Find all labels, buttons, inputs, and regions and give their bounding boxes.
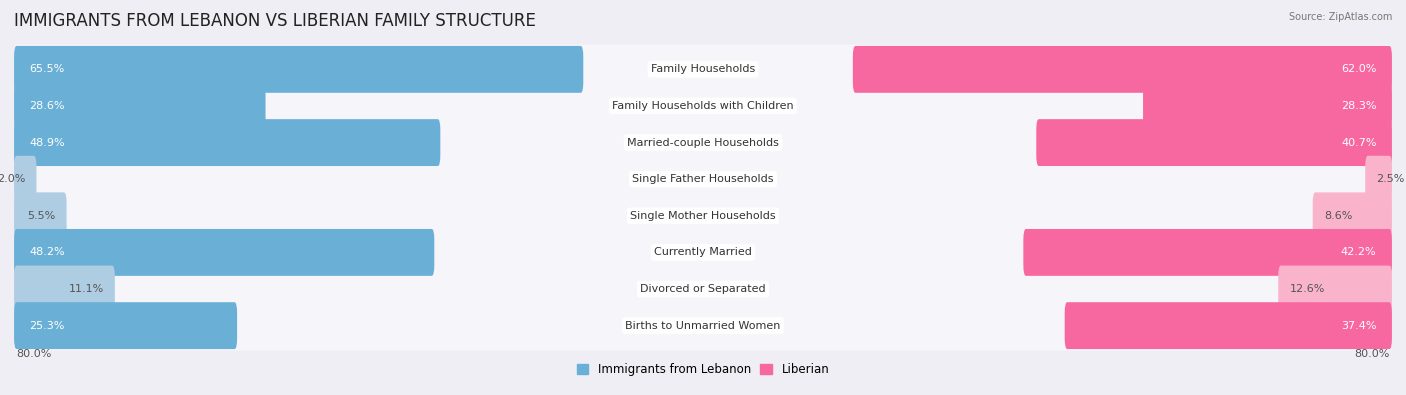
Text: 28.6%: 28.6% (30, 101, 65, 111)
Text: Married-couple Households: Married-couple Households (627, 137, 779, 148)
FancyBboxPatch shape (14, 229, 434, 276)
FancyBboxPatch shape (1036, 119, 1392, 166)
FancyBboxPatch shape (1278, 265, 1392, 312)
Text: 65.5%: 65.5% (30, 64, 65, 74)
FancyBboxPatch shape (14, 192, 66, 239)
Text: 25.3%: 25.3% (30, 321, 65, 331)
Text: Single Mother Households: Single Mother Households (630, 211, 776, 221)
Text: Births to Unmarried Women: Births to Unmarried Women (626, 321, 780, 331)
FancyBboxPatch shape (14, 302, 238, 349)
FancyBboxPatch shape (1024, 229, 1392, 276)
Text: IMMIGRANTS FROM LEBANON VS LIBERIAN FAMILY STRUCTURE: IMMIGRANTS FROM LEBANON VS LIBERIAN FAMI… (14, 12, 536, 30)
Text: 37.4%: 37.4% (1341, 321, 1376, 331)
Legend: Immigrants from Lebanon, Liberian: Immigrants from Lebanon, Liberian (572, 358, 834, 381)
Text: 62.0%: 62.0% (1341, 64, 1376, 74)
Text: Single Father Households: Single Father Households (633, 174, 773, 184)
FancyBboxPatch shape (14, 46, 583, 93)
Text: 48.9%: 48.9% (30, 137, 65, 148)
Text: Source: ZipAtlas.com: Source: ZipAtlas.com (1288, 12, 1392, 22)
Text: Currently Married: Currently Married (654, 247, 752, 258)
FancyBboxPatch shape (14, 228, 1392, 277)
Text: 2.0%: 2.0% (0, 174, 25, 184)
FancyBboxPatch shape (14, 119, 440, 166)
Text: 2.5%: 2.5% (1376, 174, 1405, 184)
Text: 48.2%: 48.2% (30, 247, 65, 258)
Text: 80.0%: 80.0% (1354, 350, 1389, 359)
FancyBboxPatch shape (14, 191, 1392, 241)
FancyBboxPatch shape (1365, 156, 1392, 203)
Text: 11.1%: 11.1% (69, 284, 104, 294)
Text: Family Households: Family Households (651, 64, 755, 74)
FancyBboxPatch shape (853, 46, 1392, 93)
Text: 28.3%: 28.3% (1341, 101, 1376, 111)
Text: 5.5%: 5.5% (27, 211, 55, 221)
Text: Family Households with Children: Family Households with Children (612, 101, 794, 111)
Text: 42.2%: 42.2% (1341, 247, 1376, 258)
FancyBboxPatch shape (14, 156, 37, 203)
FancyBboxPatch shape (14, 154, 1392, 204)
FancyBboxPatch shape (1064, 302, 1392, 349)
Text: 8.6%: 8.6% (1324, 211, 1353, 221)
FancyBboxPatch shape (14, 45, 1392, 94)
FancyBboxPatch shape (14, 118, 1392, 167)
FancyBboxPatch shape (14, 301, 1392, 350)
FancyBboxPatch shape (14, 83, 266, 130)
FancyBboxPatch shape (1313, 192, 1392, 239)
Text: 12.6%: 12.6% (1289, 284, 1324, 294)
FancyBboxPatch shape (14, 81, 1392, 131)
FancyBboxPatch shape (14, 265, 115, 312)
Text: 40.7%: 40.7% (1341, 137, 1376, 148)
Text: Divorced or Separated: Divorced or Separated (640, 284, 766, 294)
FancyBboxPatch shape (14, 264, 1392, 314)
Text: 80.0%: 80.0% (17, 350, 52, 359)
FancyBboxPatch shape (1143, 83, 1392, 130)
